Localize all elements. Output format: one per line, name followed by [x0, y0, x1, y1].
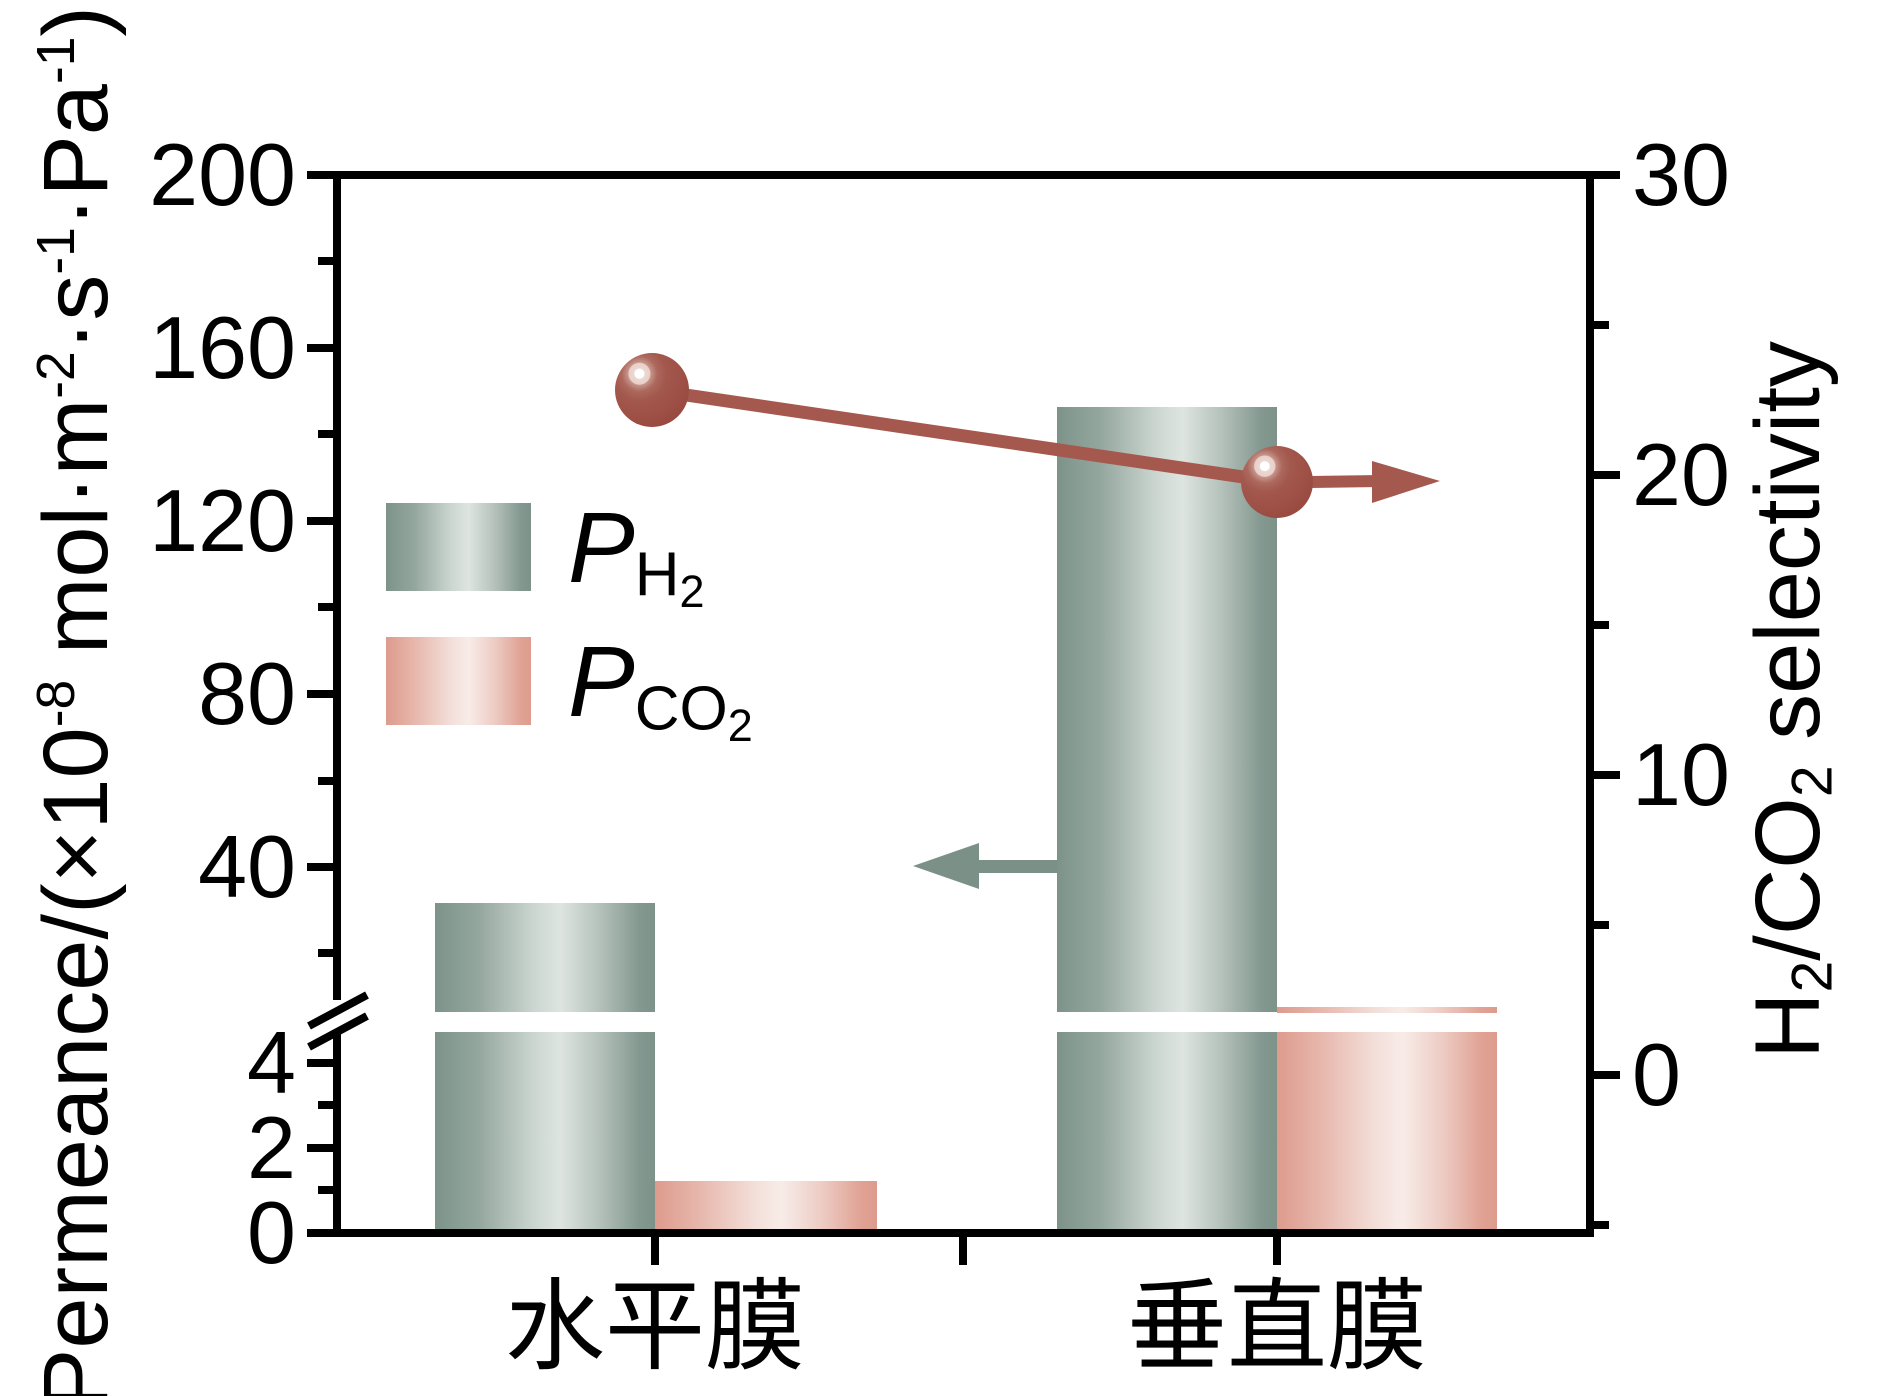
axis-top — [333, 171, 1594, 179]
bar-co2-vertical-lower — [1277, 1032, 1497, 1233]
permeance-arrow-head — [913, 843, 979, 889]
right-label-10: 10 — [1632, 725, 1730, 824]
axis-break-slash-2 — [307, 1012, 369, 1051]
left-tick-200 — [307, 171, 333, 179]
axis-right — [1586, 171, 1594, 1237]
right-minor-15 — [1594, 621, 1609, 629]
axis-bottom — [333, 1229, 1594, 1237]
left-minor-1 — [318, 1186, 333, 1194]
left-label-80: 80 — [198, 644, 296, 743]
bottom-tick-cat1 — [651, 1237, 659, 1265]
selectivity-line — [645, 383, 1284, 489]
left-tick-80 — [307, 690, 333, 698]
right-minor-25 — [1594, 321, 1609, 329]
right-tick-30 — [1594, 171, 1620, 179]
bar-h2-vertical-upper — [1057, 407, 1277, 1012]
left-tick-4 — [307, 1059, 333, 1067]
selectivity-marker-horizontal — [615, 353, 689, 427]
left-minor-140 — [318, 430, 333, 438]
right-minor-5 — [1594, 921, 1609, 929]
left-label-4: 4 — [247, 1013, 296, 1112]
right-label-30: 30 — [1632, 125, 1730, 224]
permeance-arrow-shaft — [975, 860, 1057, 873]
right-tick-0 — [1594, 1071, 1620, 1079]
axis-break-slash-1 — [307, 991, 369, 1030]
bar-h2-vertical-lower — [1057, 1032, 1277, 1233]
left-label-200: 200 — [149, 125, 296, 224]
selectivity-arrow-head — [1372, 461, 1440, 503]
left-minor-20 — [318, 949, 333, 957]
category-label-vertical-membrane: 垂直膜 — [1127, 1272, 1427, 1383]
left-tick-120 — [307, 517, 333, 525]
axis-left-lower-segment — [333, 1034, 341, 1237]
left-minor-100 — [318, 603, 333, 611]
left-label-0: 0 — [247, 1183, 296, 1282]
left-minor-180 — [318, 257, 333, 265]
legend-swatch-co2 — [386, 637, 531, 725]
selectivity-marker-vertical — [1241, 446, 1313, 518]
right-tick-10 — [1594, 771, 1620, 779]
left-label-120: 120 — [149, 471, 296, 570]
legend-label-h2: PH2 — [568, 492, 705, 617]
left-label-160: 160 — [149, 298, 296, 397]
left-label-2: 2 — [247, 1098, 296, 1197]
selectivity-arrow-shaft — [1309, 475, 1381, 488]
bar-h2-horizontal-upper — [435, 903, 655, 1012]
bar-h2-horizontal-lower — [435, 1032, 655, 1233]
left-label-40: 40 — [198, 817, 296, 916]
axis-left-upper-segment — [333, 171, 341, 1000]
right-minor--5 — [1594, 1221, 1609, 1229]
left-tick-40 — [307, 863, 333, 871]
left-minor-3 — [318, 1101, 333, 1109]
legend-swatch-h2 — [386, 503, 531, 591]
category-label-horizontal-membrane: 水平膜 — [505, 1272, 805, 1383]
left-tick-0 — [307, 1229, 333, 1237]
left-tick-2 — [307, 1144, 333, 1152]
right-label-0: 0 — [1632, 1025, 1681, 1124]
bar-co2-horizontal — [655, 1181, 877, 1233]
right-label-20: 20 — [1632, 425, 1730, 524]
right-tick-20 — [1594, 471, 1620, 479]
left-tick-160 — [307, 344, 333, 352]
bottom-tick-mid — [959, 1237, 967, 1265]
bottom-tick-cat2 — [1273, 1237, 1281, 1265]
bar-co2-vertical-sliver — [1277, 1007, 1497, 1013]
left-minor-60 — [318, 777, 333, 785]
legend-label-co2: PCO2 — [568, 626, 753, 751]
